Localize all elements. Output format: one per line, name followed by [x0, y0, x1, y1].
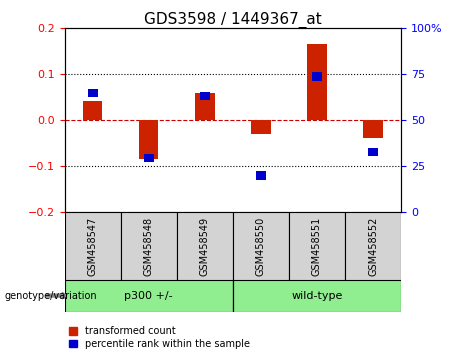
Text: wild-type: wild-type	[291, 291, 343, 301]
Text: GSM458549: GSM458549	[200, 216, 210, 276]
Bar	[65, 280, 233, 312]
Bar	[121, 212, 177, 280]
Bar	[233, 280, 401, 312]
Text: genotype/variation: genotype/variation	[5, 291, 97, 301]
Text: GSM458552: GSM458552	[368, 216, 378, 276]
Title: GDS3598 / 1449367_at: GDS3598 / 1449367_at	[144, 12, 322, 28]
Bar	[233, 212, 289, 280]
Bar	[368, 148, 378, 156]
Bar	[195, 93, 214, 120]
Bar	[83, 101, 102, 120]
Text: p300 +/-: p300 +/-	[124, 291, 173, 301]
Bar	[139, 120, 159, 159]
Bar	[345, 212, 401, 280]
Bar	[307, 45, 327, 120]
Text: GSM458547: GSM458547	[88, 216, 98, 276]
Bar	[312, 73, 322, 81]
Text: GSM458550: GSM458550	[256, 216, 266, 276]
Bar	[177, 212, 233, 280]
Bar	[144, 154, 154, 162]
Bar	[363, 120, 383, 138]
Bar	[251, 120, 271, 134]
Bar	[88, 88, 98, 97]
Bar	[65, 212, 121, 280]
Text: GSM458548: GSM458548	[144, 216, 154, 276]
Bar	[200, 92, 210, 100]
Text: GSM458551: GSM458551	[312, 216, 322, 276]
Bar	[289, 212, 345, 280]
Bar	[256, 171, 266, 180]
Legend: transformed count, percentile rank within the sample: transformed count, percentile rank withi…	[70, 326, 250, 349]
